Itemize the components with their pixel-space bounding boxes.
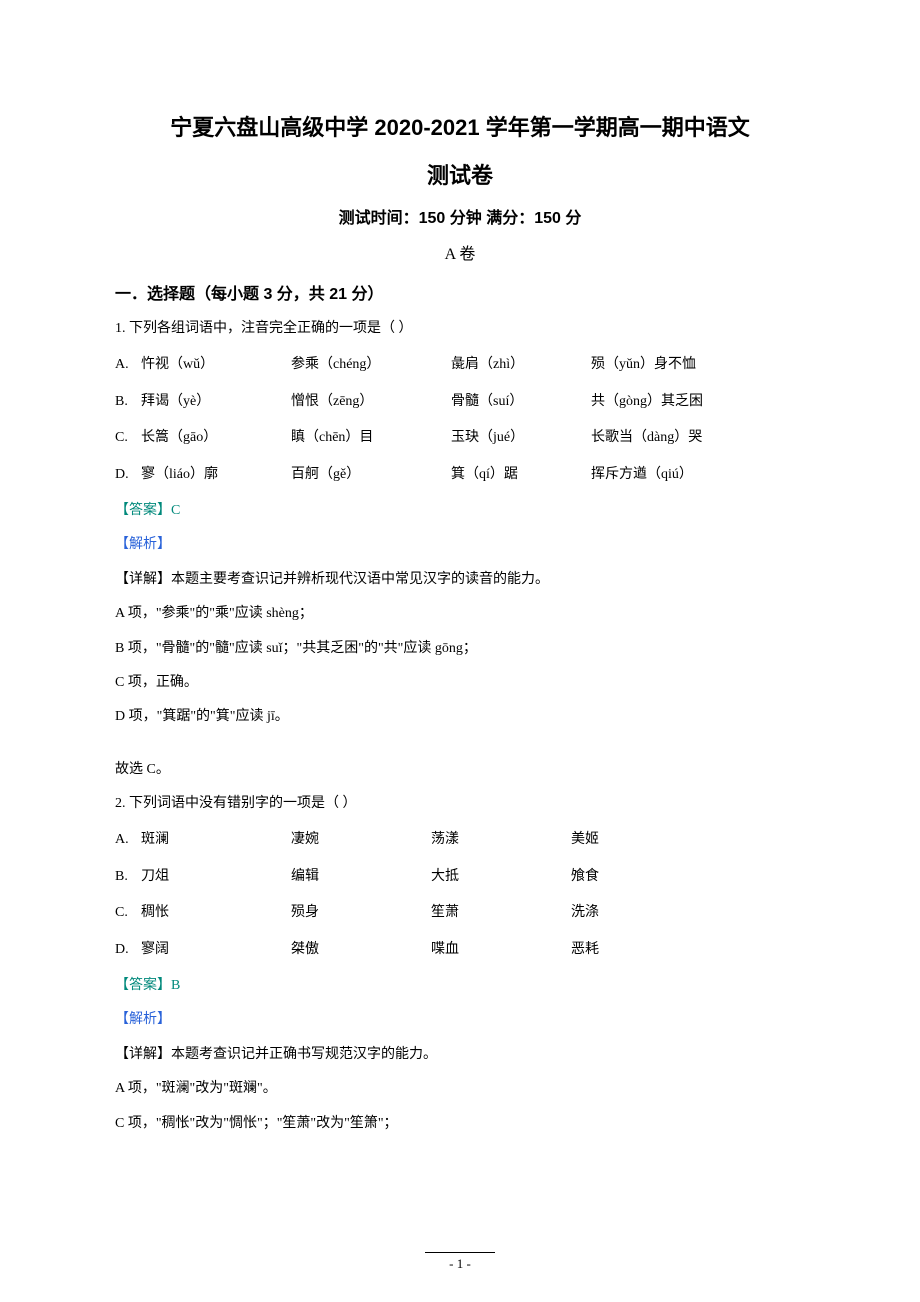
opt-text: 参乘（chéng）: [291, 354, 451, 376]
opt-text: 寥阔: [141, 939, 291, 961]
page-footer: - 1 -: [0, 1252, 920, 1272]
answer-label: 【答案】: [115, 503, 171, 518]
section-heading: 一．选择题（每小题 3 分，共 21 分）: [115, 280, 805, 304]
opt-text: 大抵: [431, 866, 571, 888]
opt-text: 殒（yǔn）身不恤: [591, 354, 805, 376]
opt-text: 喋血: [431, 939, 571, 961]
opt-text: 桀傲: [291, 939, 431, 961]
opt-text: 笙萧: [431, 902, 571, 924]
q1-stem: 1. 下列各组词语中，注音完全正确的一项是（ ）: [115, 318, 805, 340]
opt-label: D.: [115, 464, 141, 486]
analysis-label: 【解析】: [115, 537, 171, 552]
page-number: - 1 -: [425, 1252, 495, 1272]
opt-text: 憎恨（zēng）: [291, 391, 451, 413]
q2-answer: 【答案】B: [115, 975, 805, 997]
opt-text: 共（gòng）其乏困: [591, 391, 805, 413]
q2-line: C 项，"稠怅"改为"惆怅"；"笙萧"改为"笙箫"；: [115, 1113, 805, 1135]
title-main: 宁夏六盘山高级中学 2020-2021 学年第一学期高一期中语文: [115, 110, 805, 142]
q2-line: A 项，"斑澜"改为"斑斓"。: [115, 1078, 805, 1100]
q2-detail: 【详解】本题考查识记并正确书写规范汉字的能力。: [115, 1044, 805, 1066]
opt-label: C.: [115, 427, 141, 449]
q2-option-d: D. 寥阔 桀傲 喋血 恶耗: [115, 939, 805, 961]
q1-detail: 【详解】本题主要考查识记并辨析现代汉语中常见汉字的读音的能力。: [115, 569, 805, 591]
opt-text: 飧食: [571, 866, 805, 888]
q1-line: C 项，正确。: [115, 672, 805, 694]
answer-label: 【答案】: [115, 978, 171, 993]
q1-conclusion: 故选 C。: [115, 759, 805, 781]
q2-option-a: A. 斑澜 凄婉 荡漾 美姬: [115, 829, 805, 851]
opt-text: 寥（liáo）廓: [141, 464, 291, 486]
opt-text: 长篙（gāo）: [141, 427, 291, 449]
opt-label: A.: [115, 354, 141, 376]
q2-option-b: B. 刀俎 编辑 大抵 飧食: [115, 866, 805, 888]
opt-text: 斑澜: [141, 829, 291, 851]
q1-option-c: C. 长篙（gāo） 瞋（chēn）目 玉玦（jué） 长歌当（dàng）哭: [115, 427, 805, 449]
answer-value: B: [171, 978, 180, 993]
opt-label: C.: [115, 902, 141, 924]
opt-text: 稠怅: [141, 902, 291, 924]
opt-text: 美姬: [571, 829, 805, 851]
q1-answer: 【答案】C: [115, 500, 805, 522]
opt-text: 长歌当（dàng）哭: [591, 427, 805, 449]
q1-line: B 项，"骨髓"的"髓"应读 suǐ；"共其乏困"的"共"应读 gōng；: [115, 638, 805, 660]
q1-analysis-label: 【解析】: [115, 534, 805, 556]
opt-text: 刀俎: [141, 866, 291, 888]
opt-text: 凄婉: [291, 829, 431, 851]
opt-label: A.: [115, 829, 141, 851]
title-sub: 测试卷: [115, 158, 805, 190]
opt-text: 洗涤: [571, 902, 805, 924]
q1-option-a: A. 忤视（wǔ） 参乘（chéng） 彘肩（zhì） 殒（yǔn）身不恤: [115, 354, 805, 376]
analysis-label: 【解析】: [115, 1012, 171, 1027]
q1-line: D 项，"箕踞"的"箕"应读 jī。: [115, 706, 805, 728]
opt-text: 编辑: [291, 866, 431, 888]
paper-label: A 卷: [115, 240, 805, 264]
opt-text: 恶耗: [571, 939, 805, 961]
opt-text: 骨髓（suí）: [451, 391, 591, 413]
q1-option-d: D. 寥（liáo）廓 百舸（gě） 箕（qí）踞 挥斥方遒（qiú）: [115, 464, 805, 486]
opt-text: 拜谒（yè）: [141, 391, 291, 413]
opt-text: 瞋（chēn）目: [291, 427, 451, 449]
q1-line: A 项，"参乘"的"乘"应读 shèng；: [115, 603, 805, 625]
opt-label: B.: [115, 391, 141, 413]
opt-text: 玉玦（jué）: [451, 427, 591, 449]
opt-text: 挥斥方遒（qiú）: [591, 464, 805, 486]
opt-text: 彘肩（zhì）: [451, 354, 591, 376]
opt-text: 荡漾: [431, 829, 571, 851]
test-info: 测试时间：150 分钟 满分：150 分: [115, 204, 805, 228]
opt-text: 忤视（wǔ）: [141, 354, 291, 376]
opt-text: 百舸（gě）: [291, 464, 451, 486]
answer-value: C: [171, 503, 180, 518]
q1-option-b: B. 拜谒（yè） 憎恨（zēng） 骨髓（suí） 共（gòng）其乏困: [115, 391, 805, 413]
opt-text: 箕（qí）踞: [451, 464, 591, 486]
q2-stem: 2. 下列词语中没有错别字的一项是（ ）: [115, 793, 805, 815]
q2-option-c: C. 稠怅 殒身 笙萧 洗涤: [115, 902, 805, 924]
q2-analysis-label: 【解析】: [115, 1009, 805, 1031]
opt-text: 殒身: [291, 902, 431, 924]
opt-label: D.: [115, 939, 141, 961]
opt-label: B.: [115, 866, 141, 888]
